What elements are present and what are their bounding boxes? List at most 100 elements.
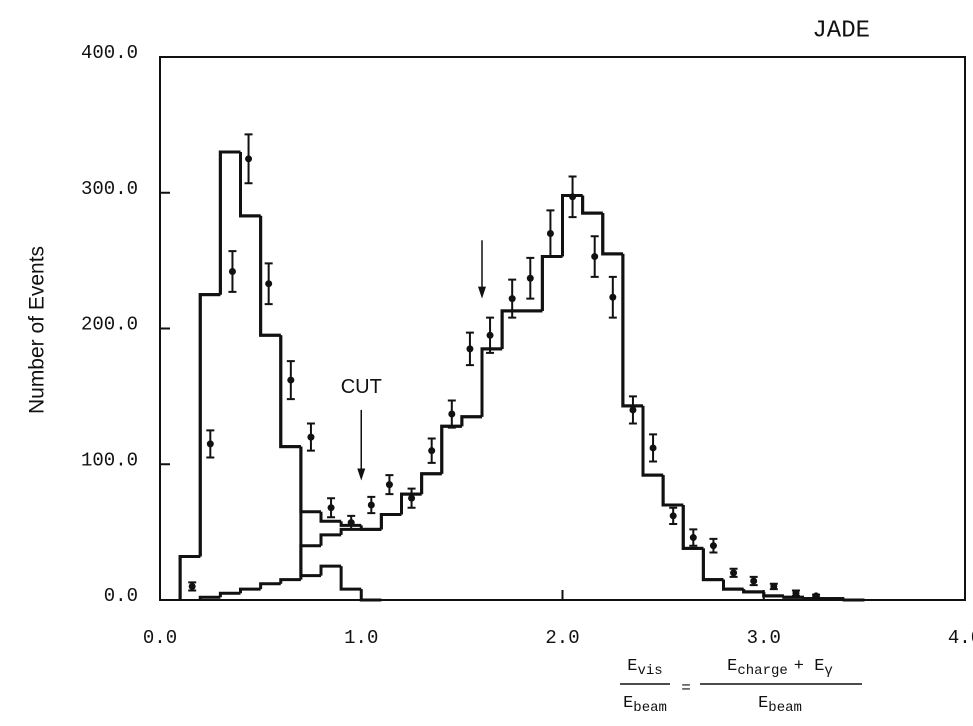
data-point	[546, 229, 554, 237]
x-tick-label: 2.0	[545, 627, 579, 649]
y-axis-label: Number of Events	[26, 246, 49, 414]
data-point	[569, 193, 577, 201]
x-tick-label: 4.0	[948, 627, 973, 649]
histogram-step	[581, 195, 603, 215]
x-label-part: Evis	[627, 657, 662, 678]
data-point	[228, 267, 236, 275]
histogram-step	[420, 472, 442, 495]
histogram-step	[842, 598, 865, 602]
histogram-step	[601, 213, 623, 256]
histogram-step	[661, 475, 684, 507]
histogram-step	[641, 405, 664, 477]
data-point	[770, 582, 778, 590]
data-point	[206, 440, 214, 448]
x-label-part: Ebeam	[758, 694, 802, 715]
histogram-step	[500, 309, 523, 349]
x-label-sub: γ	[824, 663, 832, 679]
histogram-step	[218, 150, 241, 295]
data-point	[792, 589, 800, 597]
histogram-step	[259, 215, 281, 337]
x-label-sub: charge	[737, 663, 787, 679]
histogram-step	[440, 424, 462, 474]
histogram-step	[601, 213, 623, 256]
histogram-step	[279, 578, 301, 584]
histogram-step	[239, 152, 261, 218]
y-tick-label: 0.0	[104, 585, 138, 607]
histogram-step	[198, 595, 221, 600]
y-tick-label: 100.0	[81, 449, 138, 471]
data-point	[428, 447, 436, 455]
data-point	[689, 534, 697, 542]
y-tick-label: 300.0	[81, 178, 138, 200]
data-point	[245, 155, 253, 163]
histogram-step	[239, 587, 261, 594]
data-point	[730, 569, 738, 577]
x-label-part: E	[623, 694, 633, 713]
data-point	[287, 376, 295, 384]
histogram-step	[198, 293, 221, 557]
data-point	[508, 295, 516, 303]
histogram-step	[359, 589, 382, 602]
arrow-head	[478, 286, 486, 299]
histogram-step	[480, 347, 503, 417]
histogram-step	[319, 533, 342, 546]
histogram-step	[681, 504, 704, 550]
histogram-step	[299, 544, 321, 580]
histogram-step	[762, 591, 784, 598]
x-axis-label: Evis Ebeam = Echarge + Eγ Ebeam	[620, 657, 862, 716]
data-point	[629, 406, 637, 414]
histogram-step	[299, 446, 321, 514]
histogram-step	[379, 512, 402, 530]
histogram-step	[259, 582, 281, 590]
histogram-step	[400, 492, 422, 515]
plot-frame	[159, 56, 966, 601]
histogram-step	[661, 475, 684, 507]
data-point	[526, 274, 534, 282]
x-label-sub: beam	[768, 700, 802, 716]
data-point	[265, 280, 273, 288]
y-tick-label: 200.0	[81, 314, 138, 336]
x-label-sub: beam	[633, 700, 667, 716]
data-point	[591, 253, 599, 261]
data-point	[750, 577, 758, 585]
histogram-step	[540, 255, 563, 311]
histogram-step	[540, 255, 563, 311]
histogram-step	[420, 472, 442, 495]
histogram-step	[621, 253, 643, 408]
data-point	[649, 444, 657, 452]
histogram-step	[279, 335, 301, 449]
x-label-sub: vis	[637, 663, 662, 679]
x-label-part: =	[681, 679, 691, 697]
histogram-step	[440, 424, 462, 474]
y-tick-label: 400.0	[81, 42, 138, 64]
histogram-step	[339, 566, 362, 591]
data-point	[307, 433, 315, 441]
x-label-part: Echarge + Eγ	[727, 657, 833, 678]
histogram-step	[561, 193, 583, 257]
histogram-step	[319, 511, 342, 523]
histogram-step	[621, 253, 643, 408]
histogram-step	[319, 564, 342, 576]
x-tick-label: 0.0	[143, 627, 177, 649]
x-label-part: E	[758, 694, 768, 713]
histogram-step	[782, 595, 804, 599]
histogram-step	[339, 521, 362, 527]
histogram-step	[480, 347, 503, 417]
chart-title: JADE	[812, 17, 870, 44]
data-point	[609, 293, 617, 301]
x-label-part: E	[727, 657, 737, 676]
x-tick-label: 3.0	[747, 627, 781, 649]
histogram-step	[460, 415, 482, 427]
histogram-step	[178, 555, 201, 600]
histogram-step	[259, 215, 281, 337]
data-point	[448, 410, 456, 418]
data-point	[327, 504, 335, 512]
data-point	[486, 331, 494, 339]
annotation-label: CUT	[341, 376, 382, 398]
x-label-part: E	[627, 657, 637, 676]
data-point	[347, 519, 355, 527]
histogram-step	[198, 293, 221, 557]
x-label-part: + E	[794, 657, 825, 676]
histogram-step	[178, 555, 201, 600]
